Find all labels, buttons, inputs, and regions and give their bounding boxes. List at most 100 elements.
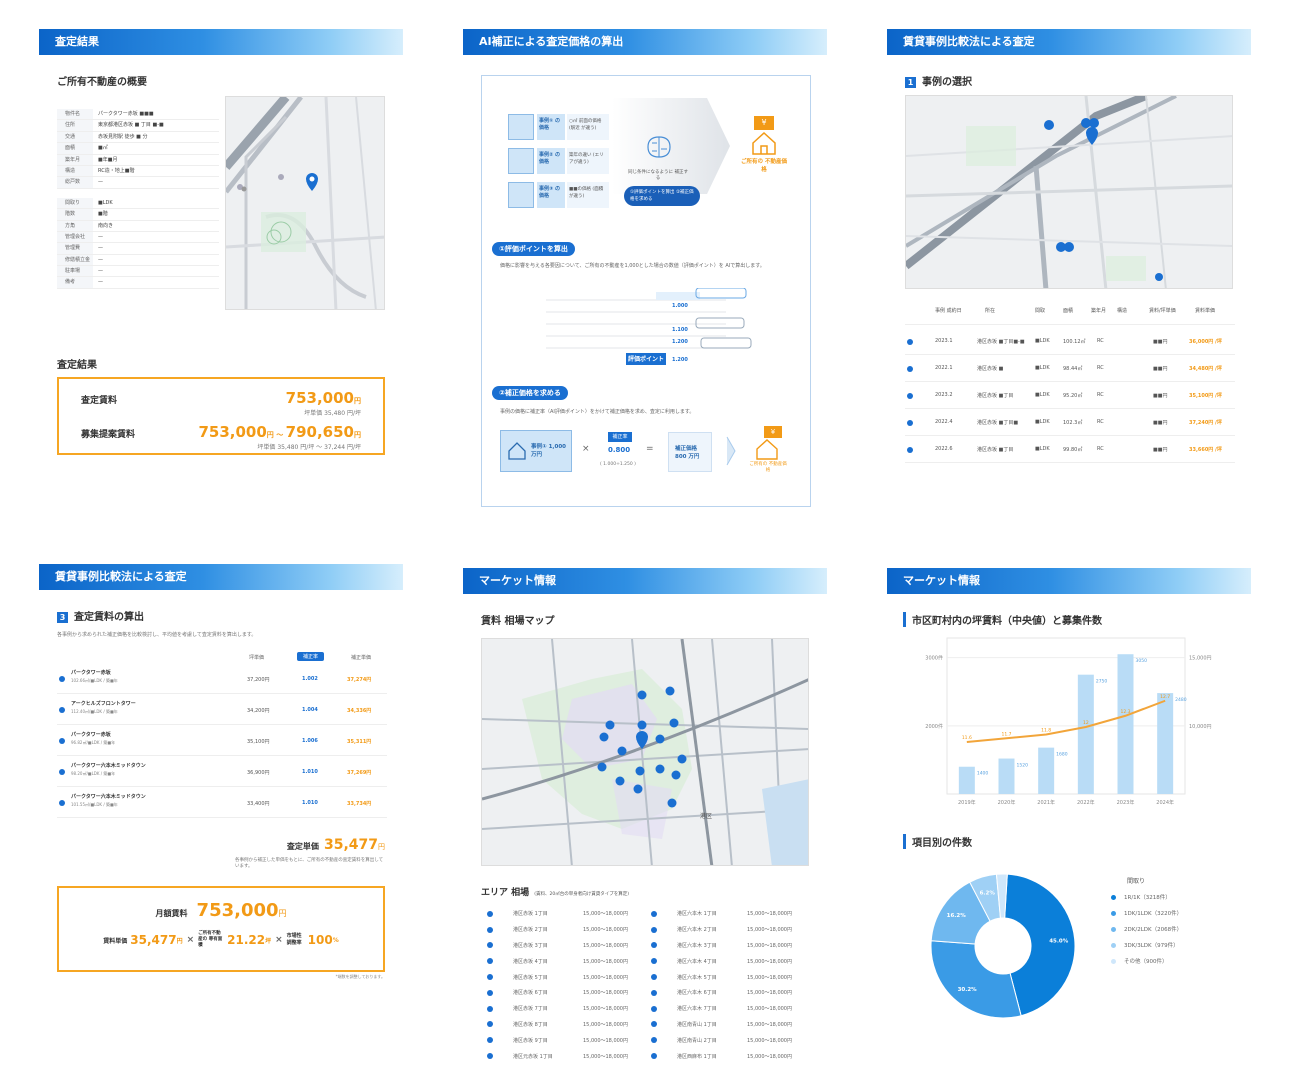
marker-dot-icon: [907, 420, 913, 426]
marker-dot-icon: [487, 974, 493, 981]
calc-row-name: パークタワー赤坂: [71, 732, 111, 738]
area-name: 港区六本木 1丁目: [677, 911, 717, 918]
property-row: 物件名 パークタワー赤坂 ■■■: [57, 109, 219, 121]
house-icon: [508, 182, 534, 208]
row-layout: ■LDK: [1035, 392, 1050, 398]
flow-arrow: [612, 98, 730, 194]
comparable-row[interactable]: 2022.6 港区赤坂 ■丁目 ■LDK 99.80㎡ RC ■■円 33,660円 /坪: [905, 437, 1235, 463]
row-price: ■■円: [1153, 366, 1168, 372]
area-price: 15,000〜18,000円: [747, 927, 792, 934]
area-row: 港区赤坂 3丁目 15,000〜18,000円: [487, 938, 637, 954]
calc-row-name: パークタワー六本木ミッドタウン: [71, 763, 146, 769]
area-row: 港区赤坂 4丁目 15,000〜18,000円: [487, 953, 637, 969]
area-row: 港区南青山 2丁目 15,000〜18,000円: [651, 1032, 801, 1048]
panel-market-stats: マーケット情報 市区町村内の坪賃料（中央値）と募集件数 3000件 2000件 15…: [887, 568, 1251, 1038]
calc-row-name: パークタワー六本木ミッドタウン: [71, 794, 146, 800]
bar: [998, 758, 1015, 794]
area-price: 15,000〜18,000円: [583, 974, 628, 981]
area-list-left: 港区赤坂 1丁目 15,000〜18,000円 港区赤坂 2丁目 15,000〜18,…: [487, 906, 637, 1064]
line-label: 12: [1083, 720, 1089, 726]
calc-row-rate: 1.010: [302, 800, 318, 806]
marker-dot-icon: [487, 910, 493, 917]
area-row: 港区赤坂 9丁目 15,000〜18,000円: [487, 1032, 637, 1048]
marker-dot-icon: [651, 910, 657, 917]
calc-row-price: 34,200円: [247, 708, 270, 714]
property-row: 階数 ■階: [57, 209, 219, 221]
step1-text: 価格に影響を与える各要因について、ご所有の不動産を1,000とした場合の数値（評…: [500, 263, 765, 269]
row-area: 95.20㎡: [1063, 393, 1083, 399]
property-row: 間取り ■LDK: [57, 197, 219, 210]
marker-dot-icon: [487, 1053, 493, 1060]
step2-text: 事例の価格に補正率（AI評価ポイント）をかけて補正価格を求め、査定に利用します。: [500, 409, 695, 415]
property-map[interactable]: [225, 96, 385, 310]
comparable-row[interactable]: 2022.4 港区赤坂 ■丁目■ ■LDK 102.3㎡ RC ■■円 37,240円 /坪: [905, 410, 1235, 436]
property-row: 方角 南向き: [57, 220, 219, 232]
property-value: —: [98, 233, 103, 240]
slice-label: 6.2%: [980, 890, 996, 896]
calc-intro: 各事例から求められた補正価格を比較検討し、平均値を考慮して査定賃料を算出します。: [57, 632, 257, 638]
property-key: 面積: [57, 143, 93, 154]
ad-sub: 坪単価 35,480 円/坪 〜 37,244 円/坪: [257, 444, 361, 451]
bar: [1157, 693, 1174, 794]
x-tick: 2023年: [1117, 799, 1135, 806]
donut-slice: [1004, 873, 1076, 1017]
banner-rent-calculation: 賃貸事例比較法による査定: [39, 564, 403, 590]
y-right-tick: 10,000円: [1189, 724, 1212, 730]
case-card-1: 事例① の価格 ○㎡ 前面の価格 (駅近 が違う): [508, 112, 610, 142]
row-layout: ■LDK: [1035, 419, 1050, 425]
chevron-right-icon: [726, 436, 736, 466]
calc-row-adjusted: 35,311円: [347, 739, 372, 745]
area-name: 港区赤坂 6丁目: [513, 990, 548, 997]
marker-dot-icon: [651, 974, 657, 981]
calc-row: パークタワー六本木ミッドタウン 98.20㎡/■LDK / 築■年 36,900円 1…: [57, 757, 387, 787]
comparable-row[interactable]: 2022.1 港区赤坂 ■ ■LDK 98.44㎡ RC ■■円 34,480円 /坪: [905, 356, 1235, 382]
area-row: 港区赤坂 1丁目 15,000〜18,000円: [487, 906, 637, 922]
calc-row-price: 33,400円: [247, 801, 270, 807]
banner-market-stats: マーケット情報: [887, 568, 1251, 594]
calc-row-adjusted: 34,336円: [347, 708, 372, 714]
row-price: ■■円: [1153, 393, 1168, 399]
col-head-rate: 補正率: [297, 652, 325, 661]
rent-market-map[interactable]: 港区: [481, 638, 809, 866]
bar-label: 1400: [977, 771, 989, 777]
area-row: 港区六本木 2丁目 15,000〜18,000円: [651, 922, 801, 938]
result-label: ご所有の 不動産価格: [749, 462, 787, 473]
calc-row-price: 37,200円: [247, 677, 270, 683]
legend-swatch: [1111, 926, 1116, 932]
calc-row-adjusted: 37,269円: [347, 770, 372, 776]
rent-map-title: 賃料 相場マップ: [481, 616, 555, 627]
row-price: ■■円: [1153, 447, 1168, 453]
legend-item: 1DK/1LDK（3220件）: [1111, 905, 1182, 921]
marker-dot-icon: [59, 769, 65, 775]
legend-item: 1R/1K（3218件）: [1111, 889, 1182, 905]
property-key: 築年月: [57, 154, 93, 165]
step2-pill: ②補正価格を求める: [492, 386, 568, 400]
row-date: 2022.4: [935, 419, 953, 425]
target-house-icon: [752, 131, 776, 155]
base-unit-price: 査定単価 35,477円: [286, 837, 385, 853]
y-left-tick: 2000件: [925, 723, 943, 730]
area-price: 15,000〜18,000円: [583, 927, 628, 934]
property-row: 面積 ■㎡: [57, 143, 219, 155]
series-line: [966, 699, 1166, 743]
comparable-row[interactable]: 2023.2 港区赤坂 ■丁目 ■LDK 95.20㎡ RC ■■円 35,100円 /坪: [905, 383, 1235, 409]
marker-dot-icon: [487, 1037, 493, 1044]
row-unit-price: 35,100円 /坪: [1189, 393, 1222, 399]
row-area: 99.80㎡: [1063, 447, 1083, 453]
col-head-adjusted: 補正単価: [351, 655, 372, 661]
rent-label: 査定賃料: [81, 396, 118, 406]
area-row: 港区南青山 1丁目 15,000〜18,000円: [651, 1017, 801, 1033]
property-key: 物件名: [57, 109, 93, 120]
legend-item: 2DK/2LDK（2068件）: [1111, 921, 1182, 937]
calc-row-sub: 102.66㎡/■LDK / 築■年: [71, 678, 118, 683]
bar-label: 2750: [1096, 679, 1108, 685]
calc-row-adjusted: 33,734円: [347, 801, 372, 807]
comparable-row[interactable]: 2023.1 港区赤坂 ■丁目■-■ ■LDK 100.12㎡ RC ■■円 36,000円…: [905, 329, 1235, 355]
row-layout: ■LDK: [1035, 446, 1050, 452]
area-price: 15,000〜18,000円: [583, 990, 628, 997]
bar: [1117, 654, 1134, 794]
property-value: —: [98, 256, 103, 263]
panel-assessment-result: 査定結果 ご所有不動産の概要 物件名 パークタワー赤坂 ■■■ 住所 東京都港区赤坂 …: [39, 29, 403, 455]
area-row: 港区赤坂 7丁目 15,000〜18,000円: [487, 1001, 637, 1017]
comparables-map[interactable]: [905, 95, 1233, 289]
